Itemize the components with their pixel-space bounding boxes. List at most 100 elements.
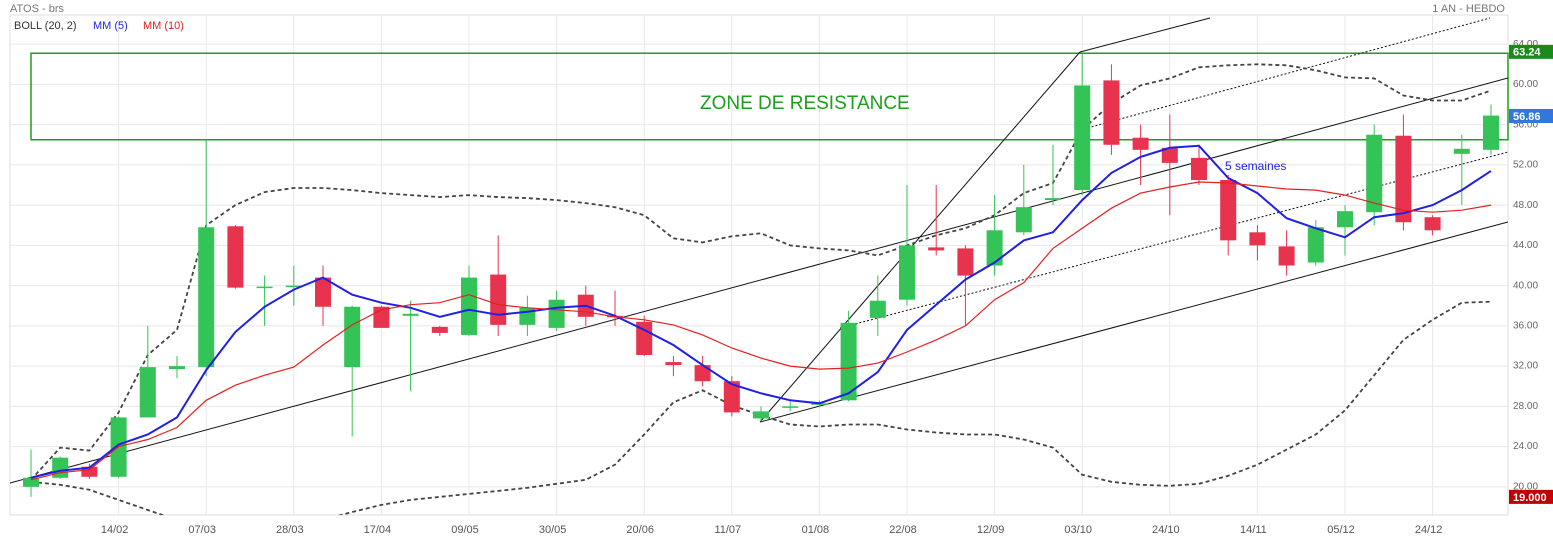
candle-body — [402, 313, 419, 316]
candle-body — [1278, 246, 1295, 266]
x-tick-label: 11/07 — [714, 524, 741, 536]
price-tag — [1509, 44, 1553, 59]
trend-line — [759, 51, 1081, 423]
x-tick-label: 24/12 — [1415, 524, 1443, 536]
x-tick-label: 07/03 — [188, 524, 216, 536]
candle-body — [81, 466, 98, 477]
x-tick-label: 05/12 — [1327, 524, 1355, 536]
data-layer — [23, 54, 1499, 515]
candle-body — [23, 477, 39, 487]
y-tick-label: 24.00 — [1513, 441, 1538, 452]
candle-body — [169, 366, 185, 370]
candle-body — [782, 406, 799, 408]
candle-body — [490, 274, 507, 325]
candle-body — [315, 277, 331, 307]
candle-body — [1249, 232, 1266, 246]
x-tick-label: 14/02 — [101, 524, 129, 536]
y-tick-label: 56.00 — [1513, 119, 1538, 130]
candle-body — [1161, 147, 1178, 163]
candle-body — [1045, 198, 1061, 201]
candle-body — [1220, 179, 1237, 241]
price-tag — [1509, 489, 1553, 504]
x-tick-label: 03/10 — [1064, 524, 1092, 536]
trend-line — [10, 77, 1508, 484]
x-tick-label: 28/03 — [276, 524, 304, 536]
x-tick-label: 30/05 — [539, 524, 567, 536]
candle-body — [1307, 227, 1324, 263]
candle-body — [723, 381, 740, 413]
trend-line — [759, 221, 1508, 423]
candle-body — [198, 227, 215, 368]
plot-frame — [9, 14, 1509, 516]
candle-body — [753, 411, 769, 419]
y-tick-label: 36.00 — [1513, 321, 1538, 332]
chart-subtitle: 1 AN - HEBDO — [1432, 3, 1505, 15]
bollinger-band — [30, 63, 1492, 481]
candle-body — [1453, 148, 1470, 154]
candle-body — [869, 300, 886, 318]
x-tick-label: 12/09 — [977, 524, 1005, 536]
candle-body — [256, 286, 273, 289]
x-tick-label: 20/06 — [626, 524, 654, 536]
trend-lines — [10, 17, 1508, 484]
legend-entry: MM (10) — [143, 20, 184, 32]
trend-line — [839, 151, 1508, 329]
y-tick-label: 40.00 — [1513, 280, 1538, 291]
chart-title: ATOS - brs — [10, 3, 64, 15]
candle-body — [285, 285, 302, 288]
y-tick-label: 32.00 — [1513, 361, 1538, 372]
candle-body — [344, 306, 361, 368]
y-tick-label: 44.00 — [1513, 240, 1538, 251]
x-tick-label: 09/05 — [451, 524, 479, 536]
candle-body — [461, 277, 477, 335]
candle-body — [1103, 80, 1120, 145]
candle-body — [957, 248, 974, 276]
candle-body — [227, 226, 244, 288]
candle-body — [1015, 207, 1032, 233]
candle-body — [1483, 115, 1499, 150]
candle-body — [52, 457, 69, 478]
candle-body — [665, 362, 682, 366]
y-tick-label: 60.00 — [1513, 79, 1538, 90]
candle-body — [431, 326, 448, 333]
candle-body — [636, 321, 653, 356]
moving-average — [30, 144, 1492, 479]
price-tag-label: 63.24 — [1513, 47, 1541, 59]
y-tick-label: 52.00 — [1513, 160, 1538, 171]
x-tick-label: 14/11 — [1240, 524, 1267, 536]
candle-body — [899, 245, 915, 300]
x-tick-label: 24/10 — [1152, 524, 1180, 536]
resistance-zone — [30, 52, 1509, 141]
candle-body — [1395, 135, 1412, 223]
price-tag-label: 56.86 — [1513, 111, 1541, 123]
candle-body — [1424, 217, 1441, 231]
candle-body — [986, 230, 1003, 266]
moving-average — [30, 181, 1492, 481]
y-tick-label: 48.00 — [1513, 200, 1538, 211]
annotation: 5 semaines — [1225, 159, 1286, 173]
legend-entry: MM (5) — [93, 20, 128, 32]
x-tick-label: 22/08 — [889, 524, 917, 536]
zone-layer — [30, 52, 1509, 141]
trend-line — [1079, 17, 1491, 131]
price-tag-label: 19.000 — [1513, 492, 1547, 504]
candle-body — [1337, 211, 1353, 228]
x-tick-label: 01/08 — [802, 524, 830, 536]
candle-body — [928, 247, 945, 251]
candle-body — [139, 367, 156, 418]
zone-label: ZONE DE RESISTANCE — [700, 93, 910, 114]
axis-layer: 20.00 24.00 28.00 32.00 36.00 40.00 44.00 48.00… — [101, 39, 1553, 536]
candle-body — [1366, 134, 1383, 213]
candle-body — [1074, 85, 1091, 191]
trend-line — [1079, 17, 1211, 53]
y-tick-label: 20.00 — [1513, 481, 1538, 492]
x-tick-label: 17/04 — [364, 524, 392, 536]
candle-body — [548, 299, 565, 328]
y-tick-label: 64.00 — [1513, 39, 1538, 50]
price-tag — [1509, 109, 1553, 124]
y-tick-label: 28.00 — [1513, 401, 1538, 412]
legend-boll: BOLL (20, 2) — [14, 20, 77, 32]
candle-body — [694, 365, 711, 382]
candle-body — [1191, 157, 1207, 180]
